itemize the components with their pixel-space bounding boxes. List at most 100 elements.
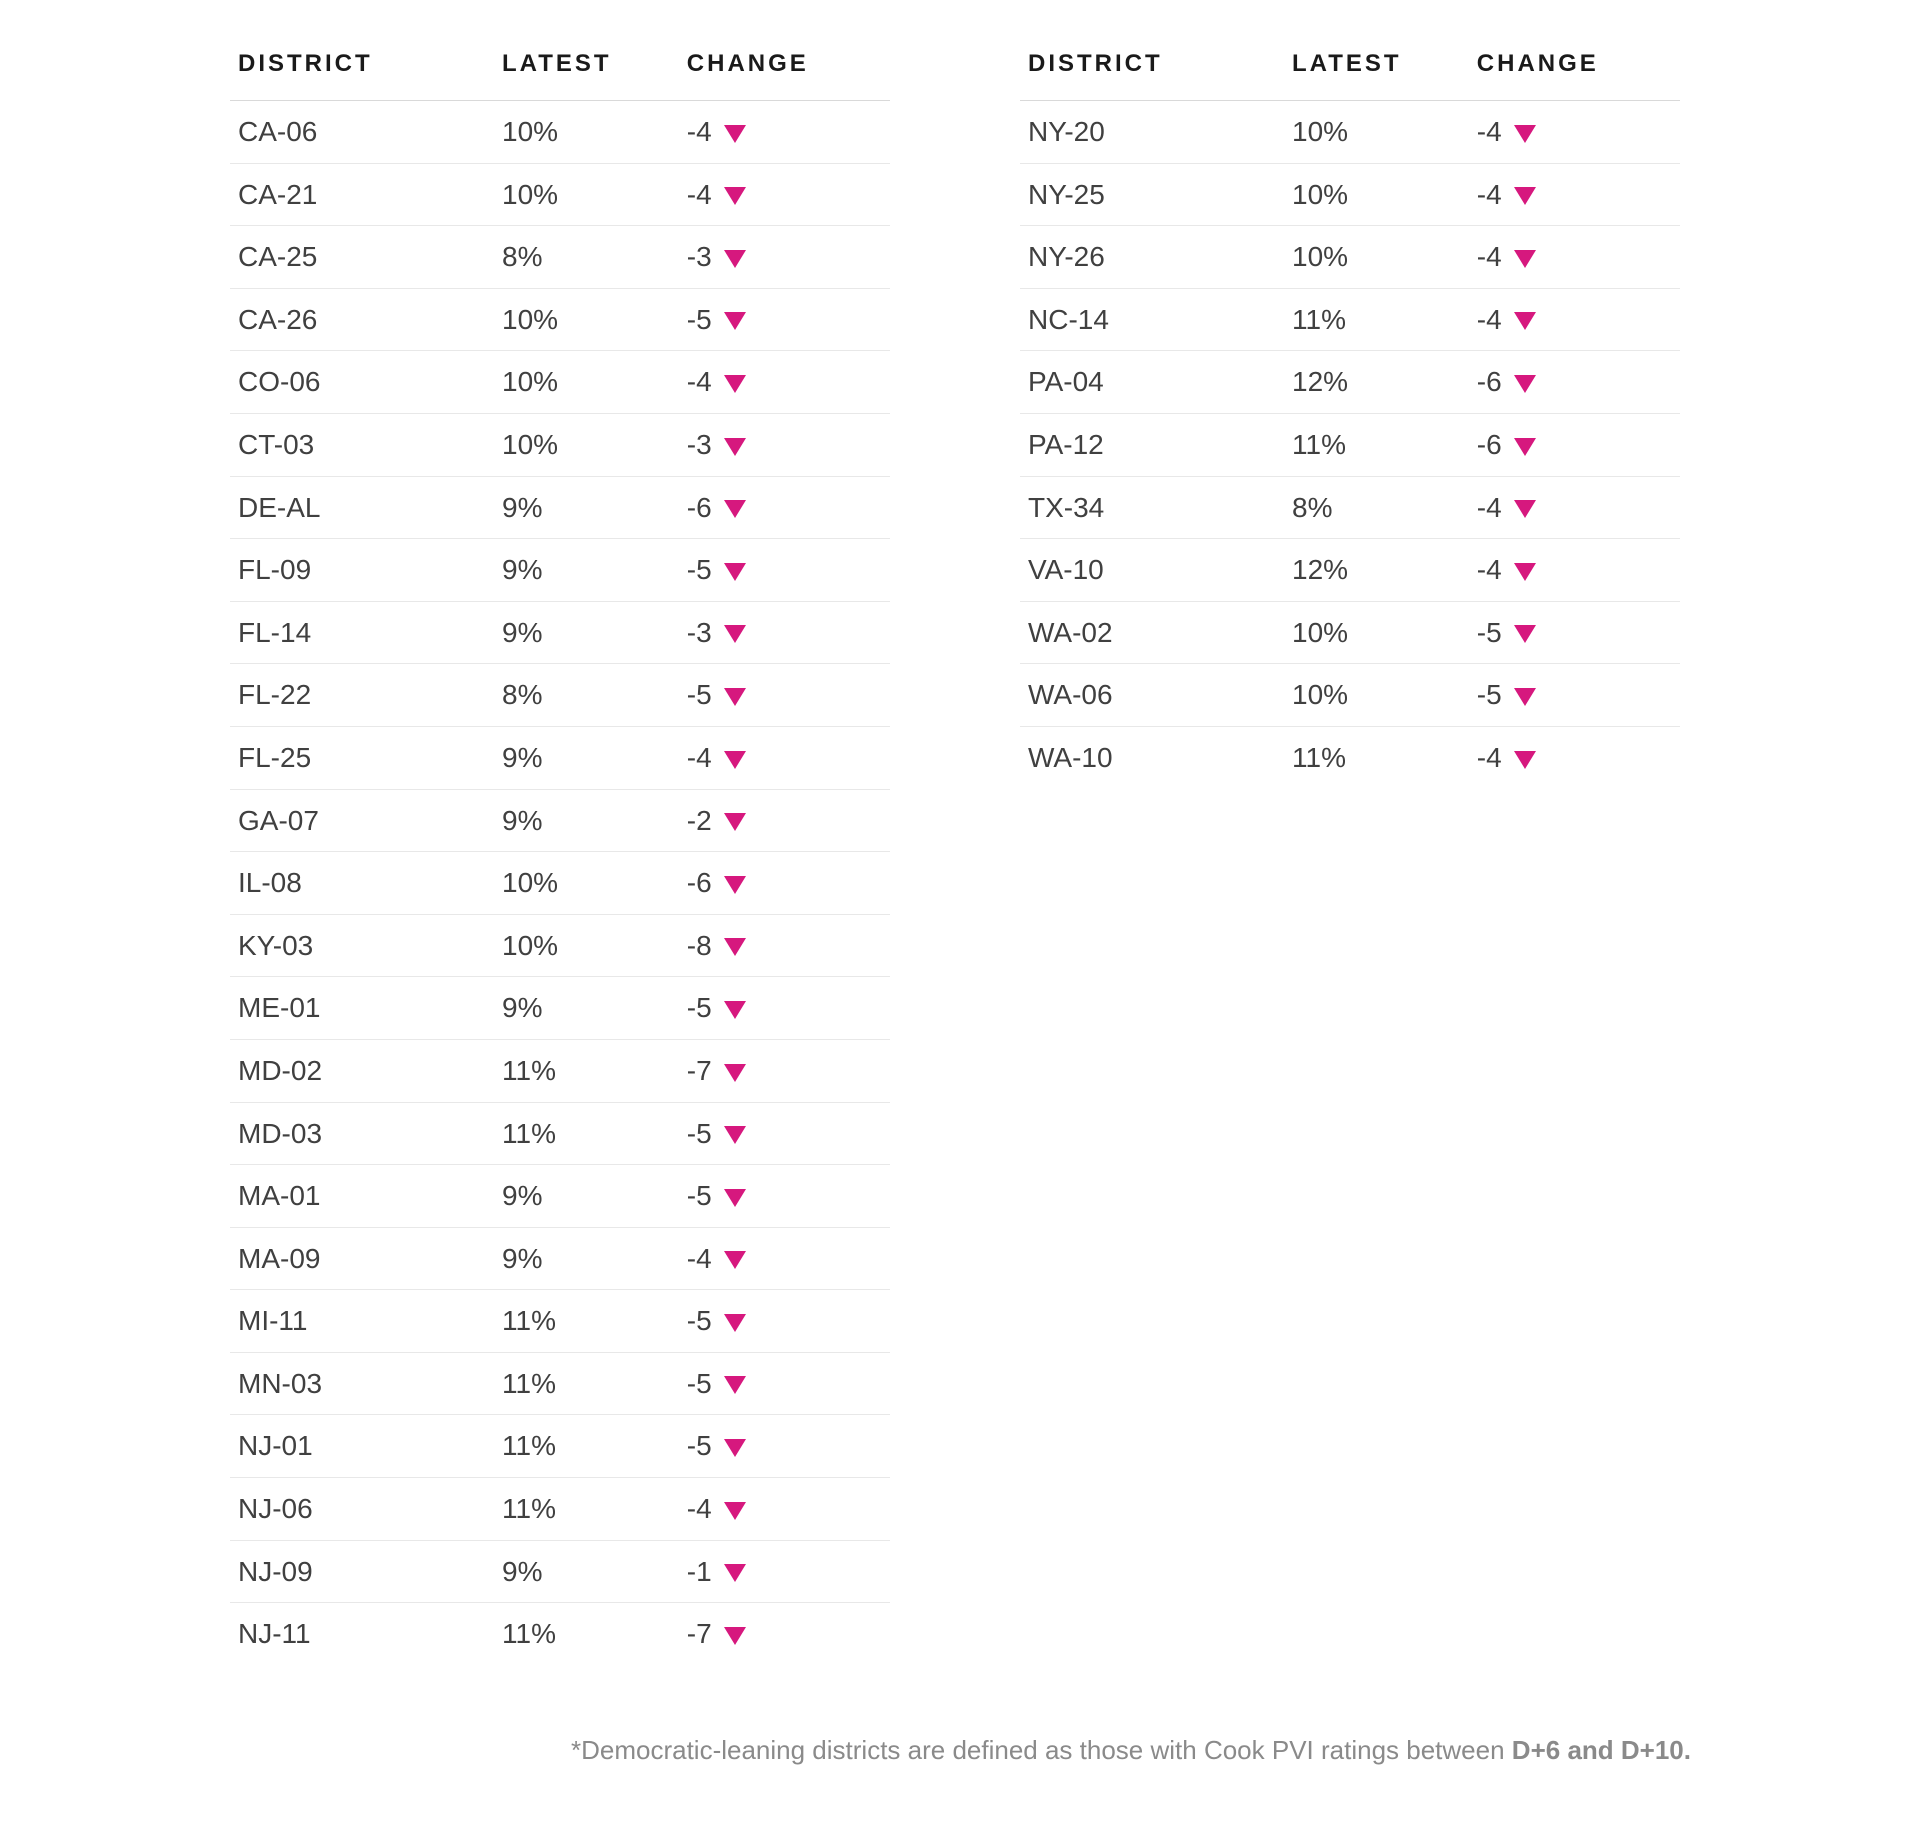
- change-value: -4: [1477, 492, 1502, 523]
- table-row: NY-2610%-4: [1020, 226, 1680, 289]
- table-row: MA-099%-4: [230, 1227, 890, 1290]
- cell-change: -4: [1469, 726, 1680, 788]
- table-row: NJ-1111%-7: [230, 1603, 890, 1665]
- cell-district: WA-10: [1020, 726, 1284, 788]
- triangle-down-icon: [1514, 375, 1536, 393]
- table-row: WA-0610%-5: [1020, 664, 1680, 727]
- cell-latest: 10%: [494, 413, 679, 476]
- cell-district: GA-07: [230, 789, 494, 852]
- triangle-down-icon: [724, 187, 746, 205]
- change-value: -6: [1477, 366, 1502, 397]
- triangle-down-icon: [724, 438, 746, 456]
- cell-change: -5: [679, 977, 890, 1040]
- cell-latest: 9%: [494, 1165, 679, 1228]
- cell-district: CA-06: [230, 101, 494, 164]
- cell-latest: 11%: [494, 1039, 679, 1102]
- change-value: -4: [687, 1493, 712, 1524]
- cell-change: -7: [679, 1603, 890, 1665]
- cell-district: MA-01: [230, 1165, 494, 1228]
- cell-latest: 11%: [1284, 726, 1469, 788]
- triangle-down-icon: [724, 876, 746, 894]
- cell-latest: 11%: [494, 1478, 679, 1541]
- cell-latest: 9%: [494, 726, 679, 789]
- cell-change: -3: [679, 601, 890, 664]
- tables-container: DISTRICT LATEST CHANGE CA-0610%-4CA-2110…: [230, 40, 1691, 1665]
- triangle-down-icon: [1514, 563, 1536, 581]
- cell-district: KY-03: [230, 914, 494, 977]
- table-row: PA-1211%-6: [1020, 413, 1680, 476]
- triangle-down-icon: [724, 250, 746, 268]
- cell-change: -6: [679, 852, 890, 915]
- cell-latest: 9%: [494, 476, 679, 539]
- cell-change: -4: [679, 726, 890, 789]
- triangle-down-icon: [724, 938, 746, 956]
- cell-change: -5: [679, 1352, 890, 1415]
- col-header-district: DISTRICT: [1020, 40, 1284, 101]
- cell-district: FL-25: [230, 726, 494, 789]
- change-value: -4: [687, 742, 712, 773]
- triangle-down-icon: [724, 1064, 746, 1082]
- table-row: NJ-0111%-5: [230, 1415, 890, 1478]
- cell-change: -8: [679, 914, 890, 977]
- change-value: -5: [687, 554, 712, 585]
- change-value: -5: [687, 992, 712, 1023]
- change-value: -4: [1477, 554, 1502, 585]
- cell-change: -3: [679, 413, 890, 476]
- triangle-down-icon: [724, 688, 746, 706]
- cell-change: -4: [1469, 539, 1680, 602]
- change-value: -8: [687, 930, 712, 961]
- cell-latest: 9%: [494, 539, 679, 602]
- page-root: DISTRICT LATEST CHANGE CA-0610%-4CA-2110…: [0, 0, 1921, 1826]
- triangle-down-icon: [1514, 187, 1536, 205]
- cell-latest: 10%: [494, 351, 679, 414]
- table-row: CT-0310%-3: [230, 413, 890, 476]
- table-row: MD-0311%-5: [230, 1102, 890, 1165]
- change-value: -6: [687, 492, 712, 523]
- table-row: FL-228%-5: [230, 664, 890, 727]
- change-value: -5: [687, 1368, 712, 1399]
- cell-district: NC-14: [1020, 288, 1284, 351]
- col-header-change: CHANGE: [1469, 40, 1680, 101]
- triangle-down-icon: [724, 1251, 746, 1269]
- cell-district: DE-AL: [230, 476, 494, 539]
- change-value: -5: [687, 1430, 712, 1461]
- triangle-down-icon: [1514, 438, 1536, 456]
- triangle-down-icon: [724, 500, 746, 518]
- cell-latest: 10%: [1284, 601, 1469, 664]
- table-row: IL-0810%-6: [230, 852, 890, 915]
- cell-district: NJ-11: [230, 1603, 494, 1665]
- change-value: -3: [687, 617, 712, 648]
- cell-latest: 10%: [494, 101, 679, 164]
- cell-district: WA-02: [1020, 601, 1284, 664]
- cell-district: PA-04: [1020, 351, 1284, 414]
- change-value: -5: [687, 1118, 712, 1149]
- table-row: DE-AL9% -6: [230, 476, 890, 539]
- change-value: -4: [1477, 179, 1502, 210]
- table-row: NY-2510%-4: [1020, 163, 1680, 226]
- table-row: NC-1411%-4: [1020, 288, 1680, 351]
- cell-latest: 10%: [494, 914, 679, 977]
- cell-district: TX-34: [1020, 476, 1284, 539]
- cell-latest: 10%: [494, 852, 679, 915]
- cell-latest: 11%: [494, 1415, 679, 1478]
- change-value: -3: [687, 241, 712, 272]
- triangle-down-icon: [724, 1627, 746, 1645]
- cell-latest: 9%: [494, 1540, 679, 1603]
- cell-change: -4: [1469, 476, 1680, 539]
- table-row: NJ-0611%-4: [230, 1478, 890, 1541]
- cell-district: FL-22: [230, 664, 494, 727]
- cell-district: IL-08: [230, 852, 494, 915]
- triangle-down-icon: [724, 125, 746, 143]
- districts-table-left: DISTRICT LATEST CHANGE CA-0610%-4CA-2110…: [230, 40, 890, 1665]
- triangle-down-icon: [724, 1126, 746, 1144]
- footnote: *Democratic-leaning districts are define…: [230, 1735, 1691, 1766]
- cell-district: CT-03: [230, 413, 494, 476]
- change-value: -2: [687, 805, 712, 836]
- cell-change: -4: [1469, 226, 1680, 289]
- change-value: -4: [1477, 304, 1502, 335]
- triangle-down-icon: [724, 1439, 746, 1457]
- triangle-down-icon: [1514, 688, 1536, 706]
- table-row: KY-0310% -8: [230, 914, 890, 977]
- table-row: FL-259% -4: [230, 726, 890, 789]
- cell-change: -6: [1469, 351, 1680, 414]
